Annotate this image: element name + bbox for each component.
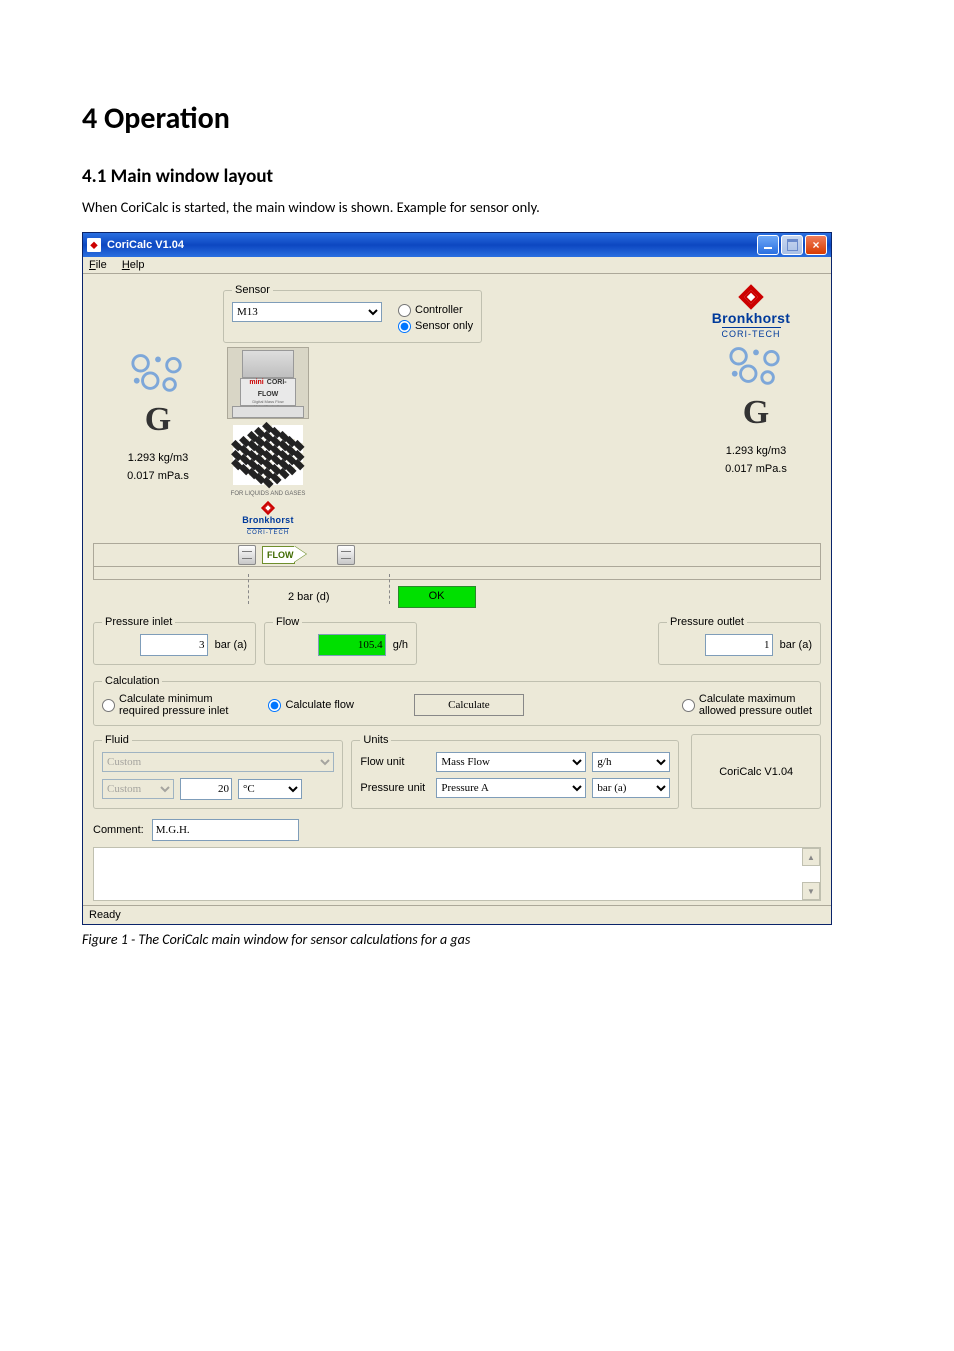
bubbles-icon <box>691 340 821 388</box>
sensor-select[interactable]: M13 <box>232 302 382 322</box>
brand-diamond-icon <box>738 284 763 309</box>
device-brand-small: Bronkhorst CORI-TECH <box>223 503 313 537</box>
pipe-knob-right[interactable] <box>337 545 355 565</box>
window-title: CoriCalc V1.04 <box>107 239 184 251</box>
brand-subtitle: CORI-TECH <box>722 327 781 339</box>
flow-unit-select[interactable]: g/h <box>592 752 670 772</box>
pipe-knob-left[interactable] <box>238 545 256 565</box>
flow-pipe: FLOW <box>93 543 821 567</box>
fluid-select-2: Custom <box>102 779 174 799</box>
scroll-up-icon[interactable]: ▲ <box>802 848 820 866</box>
log-textarea[interactable]: ▲ ▼ <box>93 847 821 901</box>
units-group: Units Flow unit Mass Flow g/h Pressure u… <box>351 734 679 809</box>
pressure-outlet-unit: bar (a) <box>780 639 812 651</box>
flow-unit-label: Flow unit <box>360 756 430 768</box>
radio-calc-min-inlet[interactable]: Calculate minimum required pressure inle… <box>102 693 228 717</box>
gas-viscosity-left: 0.017 mPa.s <box>93 467 223 485</box>
flow-value-output <box>318 634 386 656</box>
pressure-inlet-group: Pressure inlet bar (a) <box>93 616 256 665</box>
bubbles-icon <box>93 347 223 395</box>
minimize-button[interactable] <box>757 235 779 255</box>
device-image: mini CORI-FLOW Digital Mass Flow Meter/C… <box>223 347 313 537</box>
radio-controller[interactable]: Controller <box>398 302 473 318</box>
menubar: File Help <box>83 257 831 274</box>
section-heading: 4 Operation <box>82 100 872 137</box>
comment-label: Comment: <box>93 824 144 836</box>
version-box: CoriCalc V1.04 <box>691 734 821 809</box>
close-button[interactable]: × <box>805 235 827 255</box>
intro-text: When CoriCalc is started, the main windo… <box>82 198 872 216</box>
titlebar[interactable]: ⬥ CoriCalc V1.04 × <box>83 233 831 257</box>
radio-sensor-only[interactable]: Sensor only <box>398 318 473 334</box>
scroll-down-icon[interactable]: ▼ <box>802 882 820 900</box>
fluid-select-1: Custom <box>102 752 334 772</box>
pressure-drop-label: 2 bar (d) <box>288 591 330 603</box>
pressure-type-select[interactable]: Pressure A <box>436 778 586 798</box>
pressure-outlet-group: Pressure outlet bar (a) <box>658 616 821 665</box>
fluid-temperature-input[interactable] <box>180 778 232 800</box>
pressure-unit-select[interactable]: bar (a) <box>592 778 670 798</box>
gas-density-right: 1.293 kg/m3 <box>691 442 821 460</box>
flow-group: Flow g/h <box>264 616 417 665</box>
flow-type-select[interactable]: Mass Flow <box>436 752 586 772</box>
flow-unit: g/h <box>393 639 408 651</box>
brand-logo: Bronkhorst CORI-TECH <box>691 284 811 340</box>
comment-input[interactable] <box>152 819 299 841</box>
fluid-temperature-unit-select[interactable]: °C <box>238 779 302 799</box>
status-text: Ready <box>89 909 121 921</box>
device-small-text: FOR LIQUIDS AND GASES <box>223 491 313 497</box>
gas-density-left: 1.293 kg/m3 <box>93 449 223 467</box>
app-window: ⬥ CoriCalc V1.04 × File Help Sensor <box>82 232 832 925</box>
fluid-group: Fluid Custom Custom °C <box>93 734 343 809</box>
pressure-inlet-unit: bar (a) <box>215 639 247 651</box>
sensor-group: Sensor M13 Controller <box>223 284 482 343</box>
gas-viscosity-right: 0.017 mPa.s <box>691 460 821 478</box>
menu-file[interactable]: File <box>89 259 107 271</box>
subsection-heading: 4.1 Main window layout <box>82 165 872 188</box>
sensor-legend: Sensor <box>232 284 273 296</box>
pressure-unit-label: Pressure unit <box>360 782 430 794</box>
statusbar: Ready <box>83 905 831 924</box>
status-ok-indicator: OK <box>398 586 476 608</box>
calculate-button[interactable]: Calculate <box>414 694 524 716</box>
gas-symbol-left: G <box>93 401 223 439</box>
menu-help[interactable]: Help <box>122 259 145 271</box>
maximize-button[interactable] <box>781 235 803 255</box>
client-area: Sensor M13 Controller <box>83 274 831 905</box>
figure-caption: Figure 1 - The CoriCalc main window for … <box>82 931 872 948</box>
radio-calc-max-outlet[interactable]: Calculate maximum allowed pressure outle… <box>682 693 812 717</box>
flow-direction-badge: FLOW <box>262 546 295 564</box>
calculation-group: Calculation Calculate minimum required p… <box>93 675 821 726</box>
pressure-inlet-input[interactable] <box>140 634 208 656</box>
gas-inlet-panel: G 1.293 kg/m3 0.017 mPa.s <box>93 347 223 485</box>
pressure-outlet-input[interactable] <box>705 634 773 656</box>
radio-calc-flow[interactable]: Calculate flow <box>268 699 353 712</box>
gas-symbol-right: G <box>691 394 821 432</box>
app-icon: ⬥ <box>87 238 101 252</box>
brand-name: Bronkhorst <box>691 310 811 326</box>
gas-outlet-panel: G 1.293 kg/m3 0.017 mPa.s <box>691 340 821 478</box>
